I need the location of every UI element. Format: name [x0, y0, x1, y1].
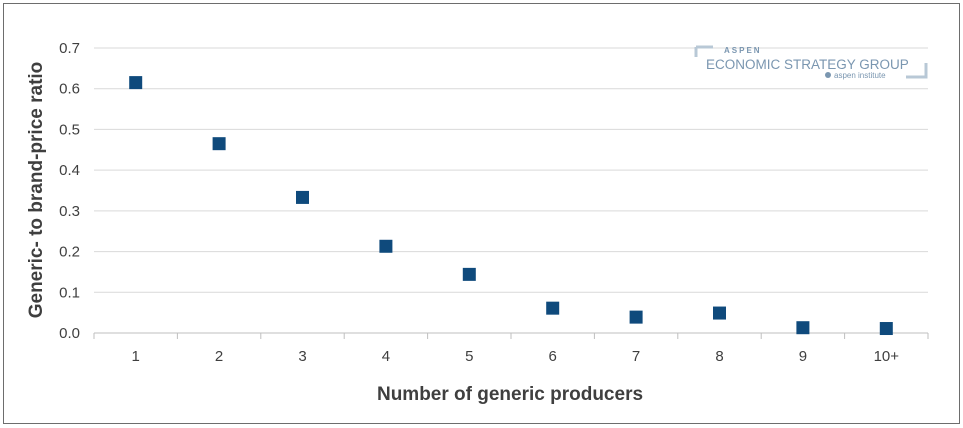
- x-tick-label: 6: [549, 348, 557, 365]
- y-tick-label: 0.2: [59, 244, 80, 261]
- chart-frame: [3, 3, 960, 424]
- aspen-esg-logo: ASPEN ECONOMIC STRATEGY GROUP aspen inst…: [694, 45, 928, 80]
- y-tick-label: 0.0: [59, 325, 80, 342]
- x-tick-label: 1: [132, 348, 140, 365]
- data-point: [212, 137, 226, 151]
- y-tick-label: 0.4: [59, 162, 80, 179]
- y-tick-label: 0.6: [59, 81, 80, 98]
- x-tick-label: 5: [465, 348, 473, 365]
- logo-sub-text: aspen institute: [834, 71, 886, 80]
- data-point: [713, 306, 726, 320]
- data-point: [879, 322, 893, 336]
- x-tick-label: 3: [298, 348, 306, 365]
- data-point: [129, 76, 143, 90]
- x-tick-label: 10+: [874, 348, 900, 365]
- data-point: [379, 239, 393, 253]
- data-point: [796, 321, 810, 335]
- x-tick-label: 2: [215, 348, 223, 365]
- y-tick-labels: 0.0 0.1 0.2 0.3 0.4 0.5 0.6 0.7: [59, 40, 80, 342]
- y-tick-label: 0.3: [59, 203, 80, 220]
- y-axis-title: Generic- to brand-price ratio: [26, 62, 47, 319]
- x-axis-title: Number of generic producers: [377, 384, 643, 405]
- data-point: [546, 301, 560, 315]
- data-point: [296, 190, 309, 204]
- x-tick-label: 7: [632, 348, 640, 365]
- data-points: [129, 76, 893, 336]
- logo-top-text: ASPEN: [724, 46, 762, 55]
- data-point: [462, 267, 476, 281]
- y-tick-label: 0.1: [59, 284, 80, 301]
- logo-bracket-right: [906, 63, 928, 79]
- gridlines: [94, 47, 928, 334]
- x-tick-label: 4: [382, 348, 390, 365]
- logo-main-text: ECONOMIC STRATEGY GROUP: [706, 57, 909, 72]
- data-point: [629, 310, 643, 324]
- x-tick-label: 9: [799, 348, 807, 365]
- x-axis: 1 2 3 4 5 6 7 8 9 10+: [93, 333, 929, 365]
- logo-leaf-icon: [825, 72, 831, 78]
- x-tick-label: 8: [715, 348, 723, 365]
- y-tick-label: 0.5: [59, 121, 80, 138]
- logo-bracket-left: [694, 45, 713, 57]
- y-tick-label: 0.7: [59, 40, 80, 57]
